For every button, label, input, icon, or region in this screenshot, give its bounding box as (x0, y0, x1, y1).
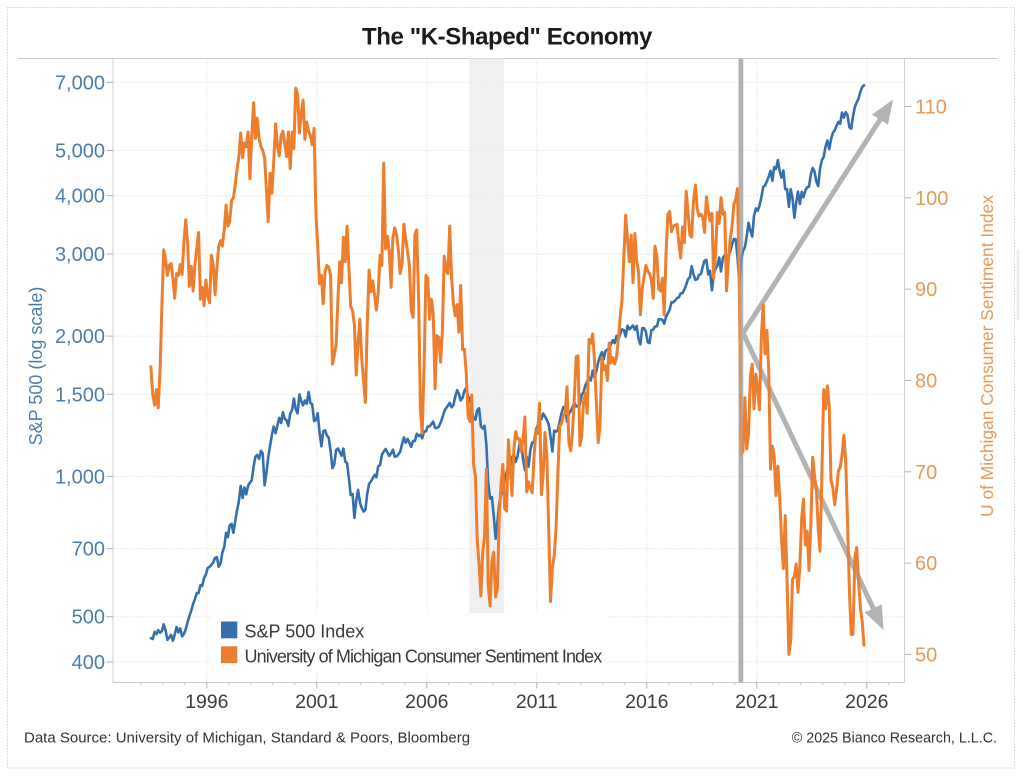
svg-text:2016: 2016 (625, 691, 668, 713)
svg-text:2,000: 2,000 (55, 326, 105, 348)
svg-text:U of Michigan Consumer Sentime: U of Michigan Consumer Sentiment Index (977, 195, 997, 517)
svg-text:S&P 500 Index: S&P 500 Index (245, 622, 365, 642)
svg-text:University of Michigan Consume: University of Michigan Consumer Sentimen… (245, 647, 603, 667)
svg-text:90: 90 (915, 279, 937, 301)
svg-text:3,000: 3,000 (55, 244, 105, 266)
svg-text:1996: 1996 (185, 691, 228, 713)
svg-text:5,000: 5,000 (55, 141, 105, 163)
svg-text:2011: 2011 (516, 691, 558, 713)
svg-text:110: 110 (915, 97, 947, 119)
svg-text:70: 70 (915, 462, 937, 484)
svg-text:100: 100 (915, 188, 948, 210)
svg-text:60: 60 (915, 553, 937, 575)
svg-text:Data Source: University of Mic: Data Source: University of Michigan, Sta… (24, 730, 470, 747)
svg-text:4,000: 4,000 (55, 186, 105, 208)
svg-text:2021: 2021 (735, 691, 778, 713)
svg-text:700: 700 (72, 539, 105, 561)
svg-text:2001: 2001 (295, 691, 338, 713)
svg-text:2026: 2026 (845, 691, 888, 713)
svg-text:1,000: 1,000 (55, 466, 105, 488)
svg-text:400: 400 (72, 652, 105, 674)
svg-text:80: 80 (915, 371, 937, 393)
svg-text:S&P 500 (log scale): S&P 500 (log scale) (26, 287, 46, 446)
svg-text:1,500: 1,500 (55, 384, 105, 406)
svg-text:The "K-Shaped" Economy: The "K-Shaped" Economy (362, 24, 653, 51)
svg-text:7,000: 7,000 (55, 72, 105, 94)
svg-text:500: 500 (72, 607, 105, 629)
svg-text:50: 50 (915, 644, 937, 666)
svg-text:© 2025 Bianco Research, L.L.C.: © 2025 Bianco Research, L.L.C. (792, 731, 997, 747)
svg-text:2006: 2006 (405, 691, 448, 713)
